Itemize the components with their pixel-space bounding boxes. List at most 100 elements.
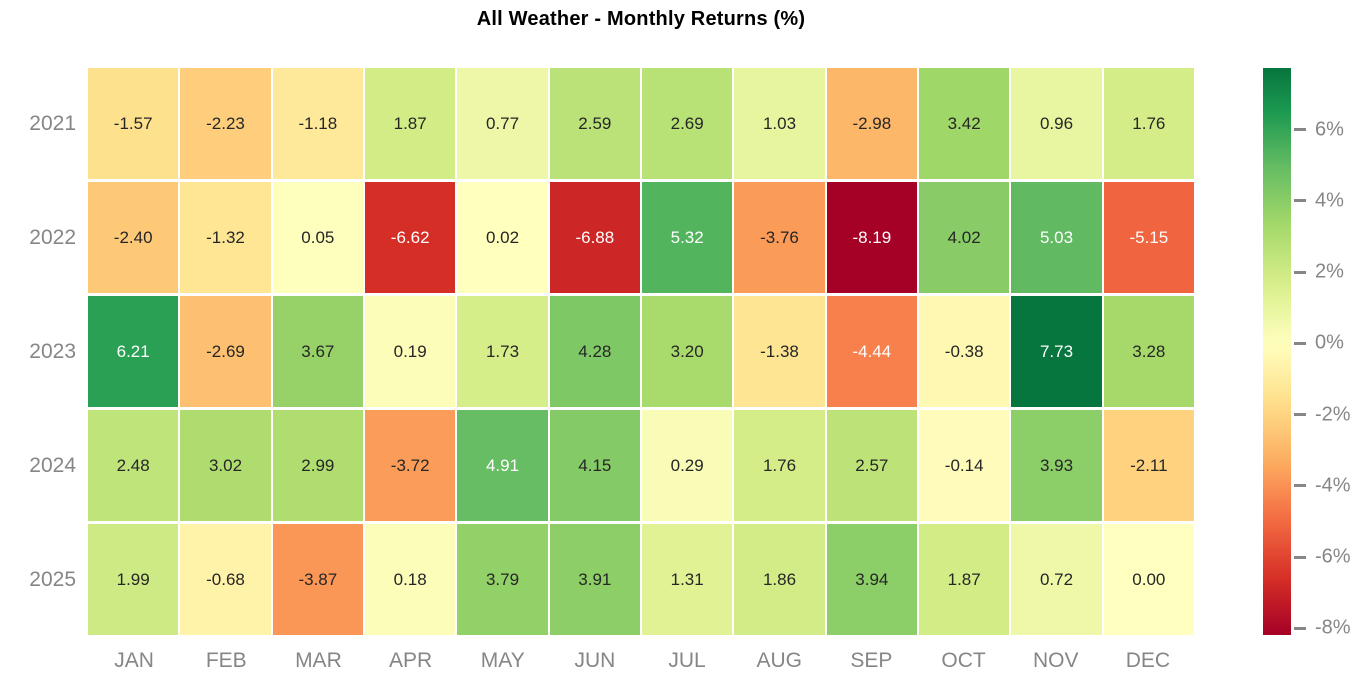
heatmap-cell[interactable]: 3.42 xyxy=(919,68,1010,179)
y-axis-label: 2021 xyxy=(29,111,76,135)
heatmap-cell[interactable]: 1.76 xyxy=(1103,68,1194,179)
colorbar-tick xyxy=(1294,626,1306,630)
chart-title: All Weather - Monthly Returns (%) xyxy=(476,8,806,30)
heatmap-cell[interactable]: 0.96 xyxy=(1011,68,1102,179)
colorbar-tick xyxy=(1294,413,1306,417)
heatmap-cell[interactable]: -1.57 xyxy=(88,68,179,179)
heatmap-cell[interactable]: -2.69 xyxy=(180,296,271,407)
heatmap-cell[interactable]: 4.91 xyxy=(457,410,548,521)
x-axis-label: APR xyxy=(388,649,433,672)
colorbar-tick xyxy=(1294,199,1306,203)
heatmap-cell[interactable]: 3.79 xyxy=(457,524,548,635)
heatmap-cell[interactable]: 3.28 xyxy=(1103,296,1194,407)
heatmap-cell[interactable]: 1.99 xyxy=(88,524,179,635)
colorbar: 6% 4% 2% 0% -2% -4% -6% -8% xyxy=(1263,68,1351,639)
heatmap-cell[interactable]: 2.48 xyxy=(88,410,179,521)
heatmap-cell[interactable]: -2.40 xyxy=(88,182,179,293)
heatmap-grid: -1.57 -2.23 -1.18 1.87 0.77 2.59 2.69 1.03 -2.98… xyxy=(88,68,1194,635)
colorbar-tick-label: -4% xyxy=(1315,474,1351,497)
heatmap-cell[interactable]: 3.02 xyxy=(180,410,271,521)
heatmap-cell[interactable]: 0.77 xyxy=(457,68,548,179)
colorbar-tick xyxy=(1294,555,1306,559)
heatmap-cell[interactable]: -1.18 xyxy=(272,68,363,179)
x-axis-label: JAN xyxy=(114,649,154,672)
heatmap-cell[interactable]: 7.73 xyxy=(1011,296,1102,407)
y-axis-label: 2022 xyxy=(29,225,76,249)
x-axis-label: AUG xyxy=(756,649,802,672)
heatmap-cell[interactable]: -2.11 xyxy=(1103,410,1194,521)
colorbar-tick-label: 6% xyxy=(1315,118,1344,141)
heatmap-cell[interactable]: -8.19 xyxy=(826,182,917,293)
colorbar-tick-label: -2% xyxy=(1315,403,1351,426)
heatmap-cell[interactable]: 3.91 xyxy=(549,524,640,635)
heatmap-cell[interactable]: 1.03 xyxy=(734,68,825,179)
heatmap-cell[interactable]: 6.21 xyxy=(88,296,179,407)
x-axis-label: FEB xyxy=(205,649,247,672)
y-axis-label: 2025 xyxy=(29,567,76,591)
colorbar-gradient xyxy=(1263,68,1291,635)
heatmap-cell[interactable]: -6.62 xyxy=(365,182,456,293)
x-axis-label: DEC xyxy=(1125,649,1171,672)
colorbar-tick-label: 0% xyxy=(1315,331,1344,354)
heatmap-cell[interactable]: 5.32 xyxy=(642,182,733,293)
colorbar-tick-label: 2% xyxy=(1315,260,1344,283)
colorbar-tick-label: -8% xyxy=(1315,616,1351,639)
heatmap-cell[interactable]: 1.86 xyxy=(734,524,825,635)
heatmap-cell[interactable]: 0.05 xyxy=(272,182,363,293)
heatmap-cell[interactable]: -0.38 xyxy=(919,296,1010,407)
heatmap-cell[interactable]: 3.93 xyxy=(1011,410,1102,521)
y-axis: 2021 2022 2023 2024 2025 xyxy=(0,68,76,635)
x-axis: JAN FEB MAR APR MAY JUN JUL AUG SEP OCT NOV DEC xyxy=(88,635,1194,687)
heatmap-cell[interactable]: -5.15 xyxy=(1103,182,1194,293)
x-axis-label: NOV xyxy=(1032,649,1079,672)
heatmap-cell[interactable]: -3.76 xyxy=(734,182,825,293)
heatmap-cell[interactable]: -0.68 xyxy=(180,524,271,635)
colorbar-tick-label: -6% xyxy=(1315,545,1351,568)
heatmap-cell[interactable]: 1.31 xyxy=(642,524,733,635)
heatmap-cell[interactable]: 3.20 xyxy=(642,296,733,407)
colorbar-tick xyxy=(1294,270,1306,274)
x-axis-label: SEP xyxy=(850,649,893,672)
heatmap-cell[interactable]: -4.44 xyxy=(826,296,917,407)
heatmap-cell[interactable]: 2.59 xyxy=(549,68,640,179)
heatmap-cell[interactable]: 4.28 xyxy=(549,296,640,407)
x-axis-label: OCT xyxy=(941,649,986,672)
heatmap-cell[interactable]: 1.73 xyxy=(457,296,548,407)
heatmap-cell[interactable]: -3.72 xyxy=(365,410,456,521)
x-axis-label: JUL xyxy=(668,649,706,672)
y-axis-label: 2023 xyxy=(29,339,76,363)
heatmap-cell[interactable]: -1.38 xyxy=(734,296,825,407)
heatmap-cell[interactable]: 0.19 xyxy=(365,296,456,407)
y-axis-label: 2024 xyxy=(29,453,76,477)
heatmap-cell[interactable]: 4.15 xyxy=(549,410,640,521)
heatmap-cell[interactable]: 0.18 xyxy=(365,524,456,635)
heatmap-cell[interactable]: 0.72 xyxy=(1011,524,1102,635)
heatmap-cell[interactable]: 3.94 xyxy=(826,524,917,635)
x-axis-label: JUN xyxy=(574,649,616,672)
heatmap-cell[interactable]: -3.87 xyxy=(272,524,363,635)
x-axis-label: MAY xyxy=(480,649,525,672)
heatmap-cell[interactable]: 3.67 xyxy=(272,296,363,407)
heatmap-cell[interactable]: 1.87 xyxy=(365,68,456,179)
colorbar-tick xyxy=(1294,341,1306,345)
heatmap-cell[interactable]: -6.88 xyxy=(549,182,640,293)
x-axis-label: MAR xyxy=(295,649,342,672)
heatmap-cell[interactable]: 5.03 xyxy=(1011,182,1102,293)
heatmap-cell[interactable]: 2.99 xyxy=(272,410,363,521)
heatmap-cell[interactable]: 2.57 xyxy=(826,410,917,521)
heatmap-cell[interactable]: -1.32 xyxy=(180,182,271,293)
colorbar-tick xyxy=(1294,128,1306,132)
colorbar-tick-label: 4% xyxy=(1315,189,1344,212)
heatmap-cell[interactable]: 2.69 xyxy=(642,68,733,179)
heatmap-cell[interactable]: 0.29 xyxy=(642,410,733,521)
heatmap-cell[interactable]: 0.02 xyxy=(457,182,548,293)
heatmap-cell[interactable]: -2.23 xyxy=(180,68,271,179)
heatmap-cell[interactable]: 1.87 xyxy=(919,524,1010,635)
heatmap-cell[interactable]: 0.00 xyxy=(1103,524,1194,635)
heatmap-cell[interactable]: 1.76 xyxy=(734,410,825,521)
colorbar-tick xyxy=(1294,484,1306,488)
heatmap-cell[interactable]: -0.14 xyxy=(919,410,1010,521)
heatmap-cell[interactable]: -2.98 xyxy=(826,68,917,179)
heatmap-cell[interactable]: 4.02 xyxy=(919,182,1010,293)
